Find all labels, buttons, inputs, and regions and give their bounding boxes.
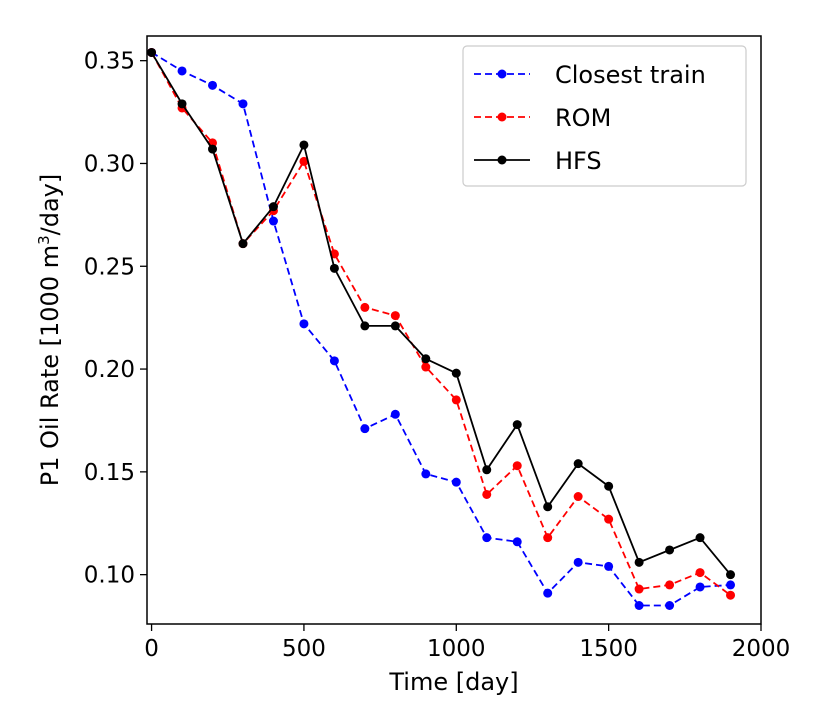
- x-tick-label: 1000: [427, 636, 486, 662]
- data-point-hfs: [634, 557, 644, 567]
- x-tick-label: 1500: [579, 636, 638, 662]
- data-point-closest-train: [421, 469, 431, 479]
- x-axis-label: Time [day]: [388, 668, 518, 696]
- data-point-closest-train: [299, 319, 309, 329]
- data-point-closest-train: [329, 356, 339, 366]
- data-point-hfs: [665, 545, 675, 555]
- y-tick-label: 0.10: [84, 563, 135, 589]
- legend-label-hfs: HFS: [555, 147, 602, 175]
- y-tick-label: 0.25: [84, 254, 135, 280]
- data-point-rom: [299, 156, 309, 166]
- legend-box: [462, 45, 747, 187]
- y-axis-label-superscript: 3: [35, 235, 53, 245]
- data-point-closest-train: [482, 533, 492, 543]
- legend: Closest train ROM HFS: [462, 45, 747, 187]
- data-point-hfs: [177, 99, 187, 109]
- data-point-hfs: [238, 239, 248, 249]
- data-point-hfs: [573, 459, 583, 469]
- data-point-rom: [573, 492, 583, 502]
- data-point-hfs: [299, 140, 309, 150]
- y-tick-label: 0.30: [84, 151, 135, 177]
- data-point-closest-train: [665, 600, 675, 610]
- data-point-rom: [543, 533, 553, 543]
- y-axis-label-main: P1 Oil Rate [1000 m: [36, 245, 64, 486]
- data-point-rom: [512, 461, 522, 471]
- legend-marker-hfs: [497, 155, 507, 165]
- y-tick-label: 0.20: [84, 357, 135, 383]
- data-point-rom: [451, 395, 461, 405]
- series-line-closest-train: [151, 51, 731, 607]
- data-point-closest-train: [238, 99, 248, 109]
- y-tick-label: 0.35: [84, 49, 135, 75]
- y-tick-label: 0.15: [84, 460, 135, 486]
- legend-label-closest-train: Closest train: [555, 61, 706, 89]
- data-point-hfs: [726, 570, 736, 580]
- data-point-closest-train: [390, 409, 400, 419]
- x-tick-label: 0: [144, 636, 159, 662]
- data-point-closest-train: [543, 588, 553, 598]
- data-point-closest-train: [604, 561, 614, 571]
- data-point-closest-train: [360, 424, 370, 434]
- data-point-hfs: [512, 420, 522, 430]
- data-point-hfs: [329, 263, 339, 273]
- legend-label-rom: ROM: [555, 104, 611, 132]
- x-axis: 0 500 1000 1500 2000: [144, 624, 790, 662]
- data-point-closest-train: [726, 580, 736, 590]
- data-point-rom: [695, 568, 705, 578]
- data-point-closest-train: [695, 582, 705, 592]
- x-tick-label: 2000: [732, 636, 791, 662]
- series-layer: [147, 47, 736, 610]
- data-point-hfs: [482, 465, 492, 475]
- data-point-hfs: [360, 321, 370, 331]
- data-point-hfs: [543, 502, 553, 512]
- data-point-hfs: [268, 202, 278, 212]
- data-point-hfs: [695, 533, 705, 543]
- data-point-rom: [390, 311, 400, 321]
- plot-frame: [146, 35, 762, 625]
- data-point-closest-train: [573, 557, 583, 567]
- data-point-hfs: [147, 47, 157, 57]
- y-axis-label: P1 Oil Rate [1000 m3/day]: [35, 174, 64, 486]
- data-point-closest-train: [512, 537, 522, 547]
- data-point-hfs: [208, 144, 218, 154]
- data-point-hfs: [451, 368, 461, 378]
- legend-items: Closest train ROM HFS: [474, 61, 706, 175]
- data-point-closest-train: [268, 216, 278, 226]
- legend-marker-rom: [497, 112, 507, 122]
- data-point-closest-train: [177, 66, 187, 76]
- legend-marker-closest-train: [497, 69, 507, 79]
- data-point-rom: [482, 489, 492, 499]
- x-tick-label: 500: [282, 636, 326, 662]
- data-point-hfs: [604, 481, 614, 491]
- data-point-rom: [665, 580, 675, 590]
- y-axis-label-tail: /day]: [36, 174, 64, 236]
- data-point-rom: [360, 302, 370, 312]
- data-point-hfs: [421, 354, 431, 364]
- data-point-rom: [604, 514, 614, 524]
- data-point-closest-train: [451, 477, 461, 487]
- data-point-rom: [726, 590, 736, 600]
- series-line-hfs: [150, 51, 732, 576]
- data-point-hfs: [390, 321, 400, 331]
- data-point-closest-train: [634, 600, 644, 610]
- data-point-rom: [634, 584, 644, 594]
- data-point-rom: [421, 362, 431, 372]
- y-axis: 0.10 0.15 0.20 0.25 0.30 0.35: [84, 49, 147, 589]
- data-point-closest-train: [208, 80, 218, 90]
